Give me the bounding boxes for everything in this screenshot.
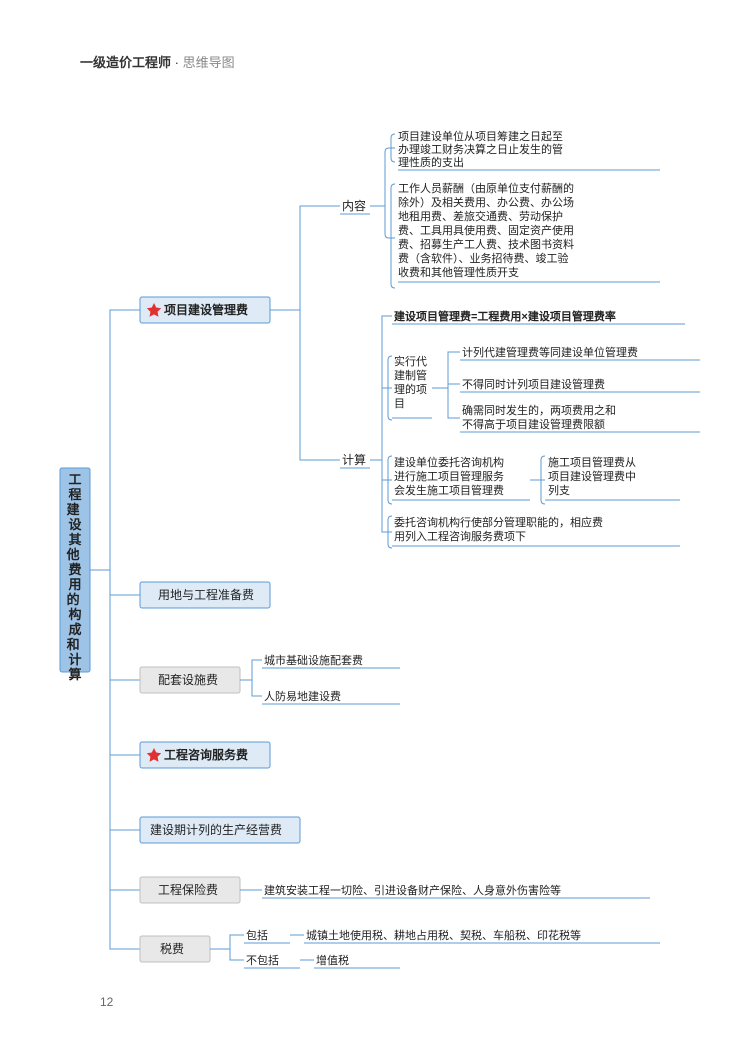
mindmap-diagram: 工程建 设其他 费用的 构成和 计算 项目建设管理费 内容 计算 项目建设单位从… <box>0 0 743 1052</box>
svg-text:进行施工项目管理服务: 进行施工项目管理服务 <box>394 469 504 483</box>
svg-text:不包括: 不包括 <box>246 953 279 967</box>
svg-text:收费和其他管理性质开支: 收费和其他管理性质开支 <box>398 265 519 279</box>
svg-text:城镇土地使用税、耕地占用税、契税、车船税、印花税等: 城镇土地使用税、耕地占用税、契税、车船税、印花税等 <box>306 928 581 942</box>
svg-text:项目建设单位从项目筹建之日起至: 项目建设单位从项目筹建之日起至 <box>398 129 563 143</box>
svg-text:地租用费、差旅交通费、劳动保护: 地租用费、差旅交通费、劳动保护 <box>398 209 563 223</box>
svg-text:包括: 包括 <box>246 928 268 942</box>
svg-text:城市基础设施配套费: 城市基础设施配套费 <box>264 653 363 667</box>
svg-text:除外）及相关费用、办公费、办公场: 除外）及相关费用、办公费、办公场 <box>398 195 574 209</box>
svg-text:费（含软件）、业务招待费、竣工验: 费（含软件）、业务招待费、竣工验 <box>398 251 569 265</box>
svg-text:费、工具用具使用费、固定资产使用: 费、工具用具使用费、固定资产使用 <box>398 223 574 237</box>
svg-text:建设期计列的生产经营费: 建设期计列的生产经营费 <box>150 822 282 837</box>
svg-text:配套设施费: 配套设施费 <box>158 673 218 687</box>
node-content-label: 内容 <box>342 198 366 213</box>
svg-text:办理竣工财务决算之日止发生的管: 办理竣工财务决算之日止发生的管 <box>398 142 563 156</box>
root-label: 工程建 设其他 费用的 构成和 计算 <box>66 472 84 682</box>
svg-text:委托咨询机构行使部分管理职能的，相应费: 委托咨询机构行使部分管理职能的，相应费 <box>394 515 603 529</box>
svg-text:费、招募生产工人费、技术图书资料: 费、招募生产工人费、技术图书资料 <box>398 237 574 251</box>
svg-text:理的项: 理的项 <box>394 382 427 396</box>
svg-text:确需同时发生的，两项费用之和: 确需同时发生的，两项费用之和 <box>462 403 616 417</box>
svg-text:税费: 税费 <box>160 942 184 956</box>
svg-text:目: 目 <box>394 398 405 410</box>
svg-text:会发生施工项目管理费: 会发生施工项目管理费 <box>394 483 504 497</box>
svg-text:建制管: 建制管 <box>394 368 427 382</box>
svg-text:项目建设管理费中: 项目建设管理费中 <box>548 469 636 483</box>
svg-text:实行代: 实行代 <box>394 354 427 368</box>
svg-text:建筑安装工程一切险、引进设备财产保险、人身意外伤害险等: 建筑安装工程一切险、引进设备财产保险、人身意外伤害险等 <box>264 883 561 897</box>
svg-text:工程保险费: 工程保险费 <box>158 882 218 897</box>
svg-text:人防易地建设费: 人防易地建设费 <box>264 689 341 703</box>
svg-text:增值税: 增值税 <box>316 953 349 967</box>
node-calc-label: 计算 <box>342 452 366 467</box>
svg-text:计列代建管理费等同建设单位管理费: 计列代建管理费等同建设单位管理费 <box>462 345 638 359</box>
svg-text:理性质的支出: 理性质的支出 <box>398 155 464 169</box>
svg-text:建设单位委托咨询机构: 建设单位委托咨询机构 <box>394 455 504 469</box>
svg-text:工程咨询服务费: 工程咨询服务费 <box>164 747 248 762</box>
svg-text:用地与工程准备费: 用地与工程准备费 <box>158 587 254 602</box>
svg-text:用列入工程咨询服务费项下: 用列入工程咨询服务费项下 <box>394 529 526 543</box>
svg-text:不得同时计列项目建设管理费: 不得同时计列项目建设管理费 <box>462 377 605 391</box>
node-project-mgmt-fee-label: 项目建设管理费 <box>164 302 248 317</box>
svg-text:不得高于项目建设管理费限额: 不得高于项目建设管理费限额 <box>462 417 605 431</box>
svg-text:工作人员薪酬（由原单位支付薪酬的: 工作人员薪酬（由原单位支付薪酬的 <box>398 181 574 195</box>
svg-text:施工项目管理费从: 施工项目管理费从 <box>548 455 636 469</box>
svg-text:列支: 列支 <box>548 483 570 497</box>
calc-formula: 建设项目管理费=工程费用×建设项目管理费率 <box>394 309 616 323</box>
